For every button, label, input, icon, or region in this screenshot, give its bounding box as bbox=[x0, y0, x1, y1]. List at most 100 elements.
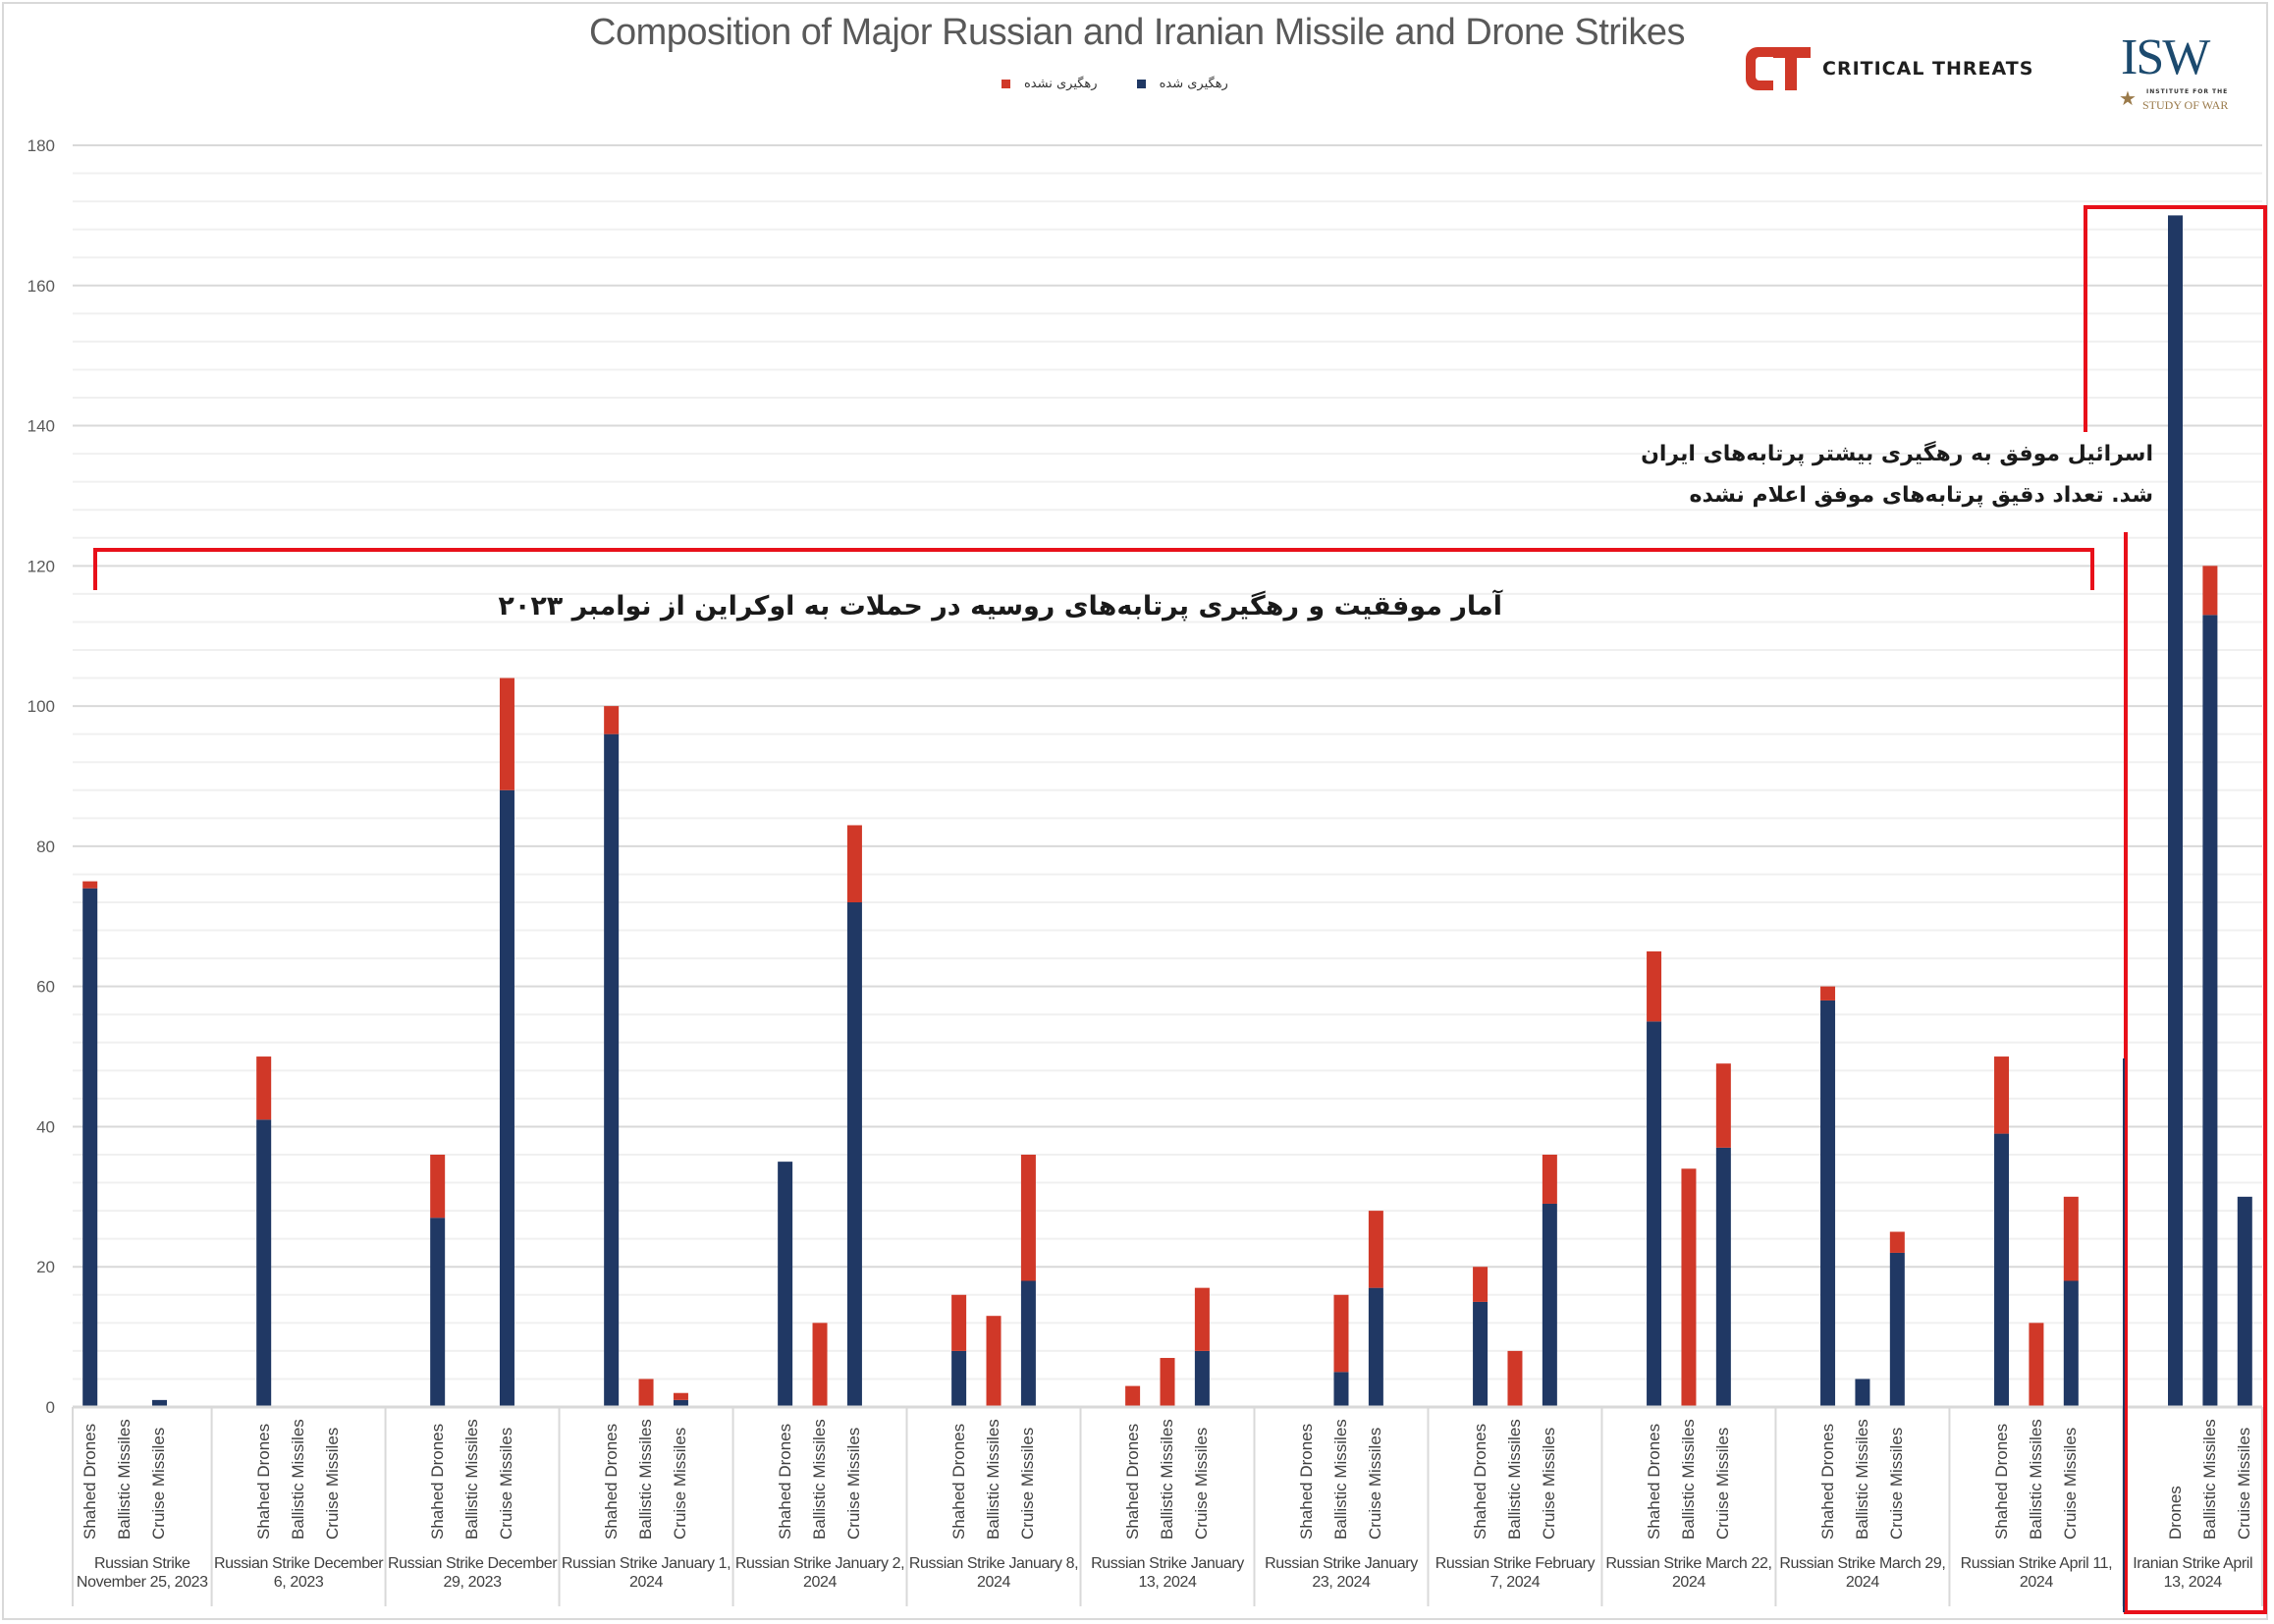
isw-logo-line2: STUDY OF WAR bbox=[2142, 98, 2229, 112]
bar-intercepted bbox=[1889, 1252, 1905, 1407]
category-label: Ballistic Missiles bbox=[636, 1419, 656, 1540]
group-label: Russian Strike April 11, 2024 bbox=[1960, 1555, 2113, 1591]
ct-mark-icon bbox=[1746, 47, 1811, 90]
category-label: Shahed Drones bbox=[948, 1423, 968, 1540]
category-label: Cruise Missiles bbox=[2061, 1427, 2081, 1540]
category-label: Ballistic Missiles bbox=[2199, 1419, 2219, 1540]
group-label: Russian Strike December 29, 2023 bbox=[387, 1555, 558, 1591]
category-label: Cruise Missiles bbox=[1887, 1427, 1907, 1540]
y-tick-label: 60 bbox=[36, 978, 55, 997]
bar-not-intercepted bbox=[673, 1392, 688, 1400]
bar-intercepted bbox=[2237, 1196, 2252, 1407]
category-label: Shahed Drones bbox=[775, 1423, 794, 1540]
bar-intercepted bbox=[82, 888, 98, 1407]
bar-intercepted bbox=[499, 789, 514, 1407]
bar-intercepted bbox=[151, 1399, 167, 1407]
bar-not-intercepted bbox=[82, 881, 98, 889]
bar-not-intercepted bbox=[1542, 1155, 1557, 1204]
bar-not-intercepted bbox=[1020, 1155, 1036, 1281]
y-axis: 0 20 40 60 80 100 120 140 160 180 bbox=[27, 136, 55, 1417]
category-label: Ballistic Missiles bbox=[984, 1419, 1003, 1540]
legend-item-not-intercepted: رهگیری نشده bbox=[1002, 77, 1098, 91]
star-icon: ★ bbox=[2119, 88, 2137, 110]
bar-not-intercepted bbox=[604, 706, 620, 734]
category-label: Shahed Drones bbox=[80, 1423, 99, 1540]
isw-logo: ISW ★ INSTITUTE FOR THE STUDY OF WAR bbox=[2111, 29, 2248, 116]
bar-not-intercepted bbox=[1125, 1385, 1141, 1407]
bar-intercepted bbox=[1194, 1350, 1210, 1407]
bar-intercepted bbox=[1542, 1203, 1557, 1407]
y-tick-label: 80 bbox=[36, 838, 55, 856]
bar-not-intercepted bbox=[846, 825, 862, 902]
bar-intercepted bbox=[1020, 1280, 1036, 1407]
category-label: Cruise Missiles bbox=[671, 1427, 690, 1540]
y-tick-label: 160 bbox=[27, 277, 55, 296]
y-tick-label: 0 bbox=[46, 1398, 55, 1417]
legend: رهگیری شده رهگیری نشده bbox=[1002, 77, 1228, 91]
bar-not-intercepted bbox=[2202, 566, 2218, 616]
bar-intercepted bbox=[1368, 1287, 1383, 1407]
bar-intercepted bbox=[1473, 1301, 1489, 1407]
gridlines bbox=[73, 144, 2262, 1380]
category-label: Cruise Missiles bbox=[2235, 1427, 2254, 1540]
category-label: Ballistic Missiles bbox=[2026, 1419, 2045, 1540]
bar-not-intercepted bbox=[1333, 1294, 1349, 1373]
iran-annotation-line2: شد. تعداد دقیق پرتابه‌های موفق اعلام نشد… bbox=[1689, 483, 2153, 508]
bar-not-intercepted bbox=[1889, 1231, 1905, 1253]
bar-not-intercepted bbox=[1160, 1358, 1175, 1407]
group-label: Russian Strike March 22, 2024 bbox=[1605, 1555, 1772, 1591]
legend-label-intercepted: رهگیری شده bbox=[1159, 77, 1228, 91]
bar-not-intercepted bbox=[1820, 986, 1836, 1001]
category-label: Shahed Drones bbox=[1122, 1423, 1142, 1540]
group-label: Russian Strike January 13, 2024 bbox=[1091, 1555, 1244, 1591]
group-label: Russian Strike January 23, 2024 bbox=[1265, 1555, 1418, 1591]
legend-swatch-not-intercepted bbox=[1002, 80, 1010, 88]
category-label: Ballistic Missiles bbox=[810, 1419, 830, 1540]
y-tick-label: 20 bbox=[36, 1258, 55, 1276]
bar-not-intercepted bbox=[1473, 1267, 1489, 1302]
category-label: Shahed Drones bbox=[601, 1423, 621, 1540]
bar-not-intercepted bbox=[1368, 1211, 1383, 1288]
bar-not-intercepted bbox=[499, 677, 514, 790]
group-label: Russian Strike January 2, 2024 bbox=[734, 1555, 905, 1591]
category-label: Ballistic Missiles bbox=[115, 1419, 135, 1540]
bar-not-intercepted bbox=[1194, 1287, 1210, 1351]
iran-annotation-line1: اسرائیل موفق به رهگیری بیشتر پرتابه‌های … bbox=[1641, 442, 2153, 466]
critical-threats-logo: CRITICAL THREATS bbox=[1744, 43, 2033, 94]
bar-intercepted bbox=[1820, 1000, 1836, 1407]
bar-intercepted bbox=[604, 733, 620, 1407]
y-tick-label: 40 bbox=[36, 1117, 55, 1136]
group-label: Russian Strike December 6, 2023 bbox=[213, 1555, 384, 1591]
group-label: Russian Strike November 25, 2023 bbox=[76, 1555, 208, 1591]
y-tick-label: 120 bbox=[27, 557, 55, 575]
bar-intercepted bbox=[673, 1399, 688, 1407]
y-tick-label: 100 bbox=[27, 697, 55, 716]
category-label: Ballistic Missiles bbox=[1852, 1419, 1871, 1540]
category-label: Cruise Missiles bbox=[1540, 1427, 1559, 1540]
bar-not-intercepted bbox=[2063, 1196, 2079, 1281]
category-label: Shahed Drones bbox=[253, 1423, 273, 1540]
legend-swatch-intercepted bbox=[1136, 80, 1146, 88]
category-label: Ballistic Missiles bbox=[1158, 1419, 1176, 1540]
chart-title: Composition of Major Russian and Iranian… bbox=[589, 12, 1685, 53]
isw-logo-mark: ISW bbox=[2121, 29, 2210, 85]
bar-intercepted bbox=[2063, 1280, 2079, 1407]
category-label: Cruise Missiles bbox=[1192, 1427, 1212, 1540]
bar-intercepted bbox=[256, 1119, 272, 1407]
bar-intercepted bbox=[2202, 615, 2218, 1407]
bar-intercepted bbox=[1647, 1021, 1662, 1407]
category-label: Cruise Missiles bbox=[149, 1427, 169, 1540]
category-label: Cruise Missiles bbox=[1366, 1427, 1385, 1540]
russia-bracket bbox=[93, 548, 2094, 590]
annotation-brackets bbox=[93, 205, 2267, 1614]
bar-not-intercepted bbox=[1507, 1350, 1523, 1407]
bar-intercepted bbox=[1994, 1133, 2010, 1407]
bar-intercepted bbox=[778, 1162, 793, 1407]
category-label: Ballistic Missiles bbox=[462, 1419, 482, 1540]
category-label: Ballistic Missiles bbox=[1678, 1419, 1698, 1540]
bar-intercepted bbox=[1715, 1147, 1731, 1407]
category-label: Cruise Missiles bbox=[323, 1427, 343, 1540]
bar-intercepted bbox=[430, 1218, 446, 1407]
category-label: Drones bbox=[2165, 1486, 2185, 1540]
